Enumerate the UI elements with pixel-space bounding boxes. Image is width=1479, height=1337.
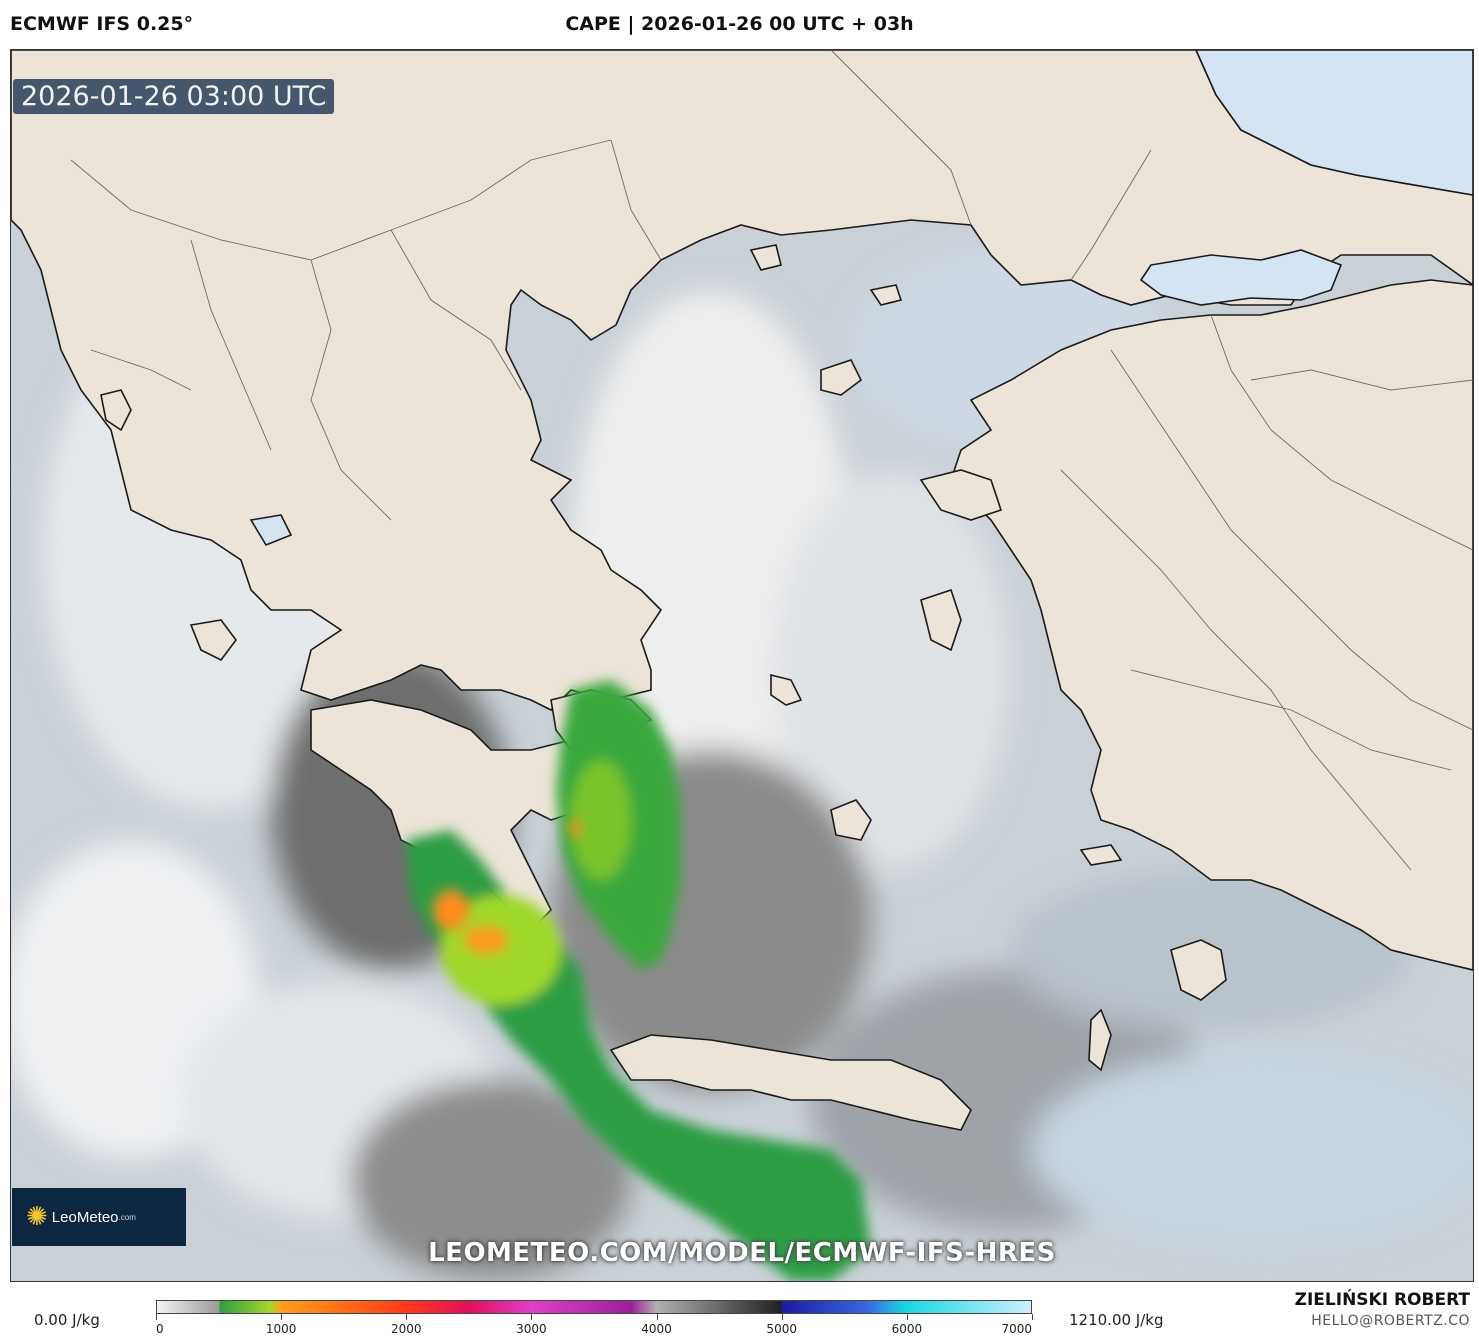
logo-name: LeoMeteo	[51, 1208, 119, 1226]
cape-orange-field	[433, 820, 582, 954]
cape-lime-attica	[571, 760, 631, 880]
land-lemnos	[820, 359, 863, 396]
logo-suffix: .com	[118, 1212, 136, 1222]
land-kos	[1079, 844, 1123, 866]
land-andros	[770, 673, 803, 706]
model-name: ECMWF IFS 0.25°	[10, 13, 194, 35]
map-panel[interactable]: 2026-01-26 03:00 UTC ✺ LeoMeteo .com LEO…	[10, 49, 1474, 1282]
scale-tick-label: 3000	[516, 1322, 547, 1336]
scale-tick-mark	[406, 1314, 408, 1320]
land-peloponnese	[310, 699, 602, 932]
land-corfu	[100, 389, 132, 432]
land-kefalonia	[189, 619, 237, 662]
sea-of-marmara	[1139, 249, 1343, 306]
author-name: ZIELIŃSKI ROBERT	[1294, 1290, 1470, 1310]
color-scale-bar	[156, 1300, 1032, 1314]
land-karpathos	[1088, 1008, 1112, 1072]
scale-tick-label: 4000	[641, 1322, 672, 1336]
land-rhodes	[1170, 939, 1227, 1001]
legend-max-label: 1210.00 J/kg	[1069, 1311, 1164, 1329]
cape-orange-core-2	[464, 926, 508, 954]
scale-tick-label: 1000	[265, 1322, 297, 1336]
scale-tick-mark	[156, 1314, 157, 1320]
map-canvas	[11, 50, 1473, 1281]
scale-tick-label: 6000	[891, 1322, 923, 1336]
scale-tick-label: 2000	[391, 1322, 422, 1336]
scale-tick-label: 7000	[1001, 1322, 1032, 1336]
land	[11, 50, 1473, 1131]
land-naxos	[830, 799, 872, 841]
watermark-url: LEOMETEO.COM/MODEL/ECMWF-IFS-HRES	[428, 1238, 1056, 1268]
black-sea	[1195, 50, 1473, 196]
land-thasos	[749, 244, 782, 271]
land-samothrace	[869, 284, 903, 306]
seas-blue	[249, 50, 1473, 546]
leometeo-logo[interactable]: ✺ LeoMeteo .com	[12, 1188, 186, 1246]
cape-orange-core-1	[433, 890, 469, 930]
legend-min-label: 0.00 J/kg	[34, 1311, 100, 1329]
map-title: CAPE | 2026-01-26 00 UTC + 03h	[565, 13, 914, 35]
land-crete	[609, 1034, 972, 1131]
scale-tick-label: 5000	[766, 1322, 797, 1336]
author-email[interactable]: HELLO@ROBERTZ.CO	[1311, 1313, 1470, 1329]
scale-tick-mark	[906, 1314, 908, 1320]
land-lesbos	[919, 469, 1003, 521]
sun-icon: ✺	[26, 1202, 48, 1232]
scale-tick-mark	[281, 1314, 283, 1320]
scale-tick-mark	[531, 1314, 533, 1320]
scale-tick-mark	[781, 1314, 783, 1320]
scale-tick-mark	[1032, 1314, 1033, 1320]
borders	[70, 50, 1473, 871]
lake-ohrid	[249, 514, 293, 546]
cape-colored-field	[406, 680, 871, 1281]
scale-tick-label: 0	[156, 1322, 164, 1336]
valid-time-stamp: 2026-01-26 03:00 UTC	[13, 79, 335, 114]
cape-orange-core-3	[570, 820, 582, 836]
land-chios	[920, 588, 962, 652]
scale-tick-mark	[656, 1314, 658, 1320]
